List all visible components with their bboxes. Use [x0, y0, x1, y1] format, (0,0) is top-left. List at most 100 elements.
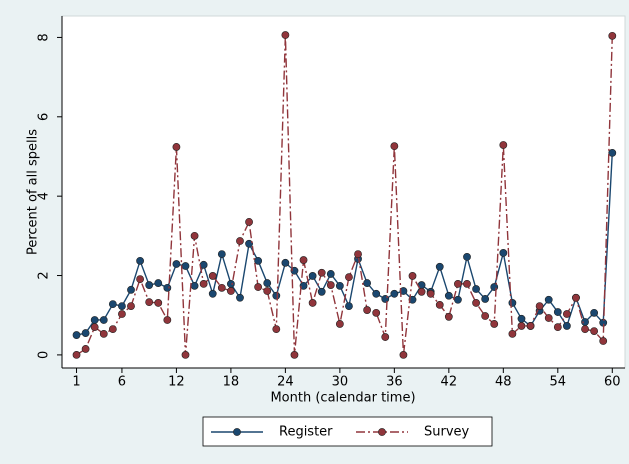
x-tick-label: 42 [441, 375, 458, 390]
point [345, 273, 353, 282]
point [345, 302, 353, 310]
point [181, 262, 190, 270]
point [163, 316, 172, 324]
point [526, 322, 535, 330]
point [308, 299, 317, 307]
point [172, 143, 181, 151]
x-tick-label: 54 [550, 375, 567, 390]
point [390, 142, 399, 151]
point [190, 281, 199, 290]
point [553, 323, 562, 332]
point [408, 295, 417, 304]
point [499, 249, 508, 257]
point [572, 293, 580, 302]
point [272, 291, 281, 300]
point [408, 272, 417, 280]
point [472, 299, 480, 307]
point [127, 285, 135, 294]
x-tick-label: 24 [277, 375, 294, 390]
point [217, 250, 226, 259]
point [217, 283, 226, 292]
point [154, 279, 163, 287]
point [108, 325, 117, 334]
point [354, 250, 362, 259]
point [81, 345, 90, 353]
x-axis-title: Month (calendar time) [270, 391, 415, 406]
point [254, 256, 263, 265]
point [363, 279, 372, 287]
legend-label: Survey [424, 425, 470, 440]
point [236, 237, 244, 245]
point [517, 314, 526, 323]
x-tick-label: 30 [332, 375, 349, 390]
point [290, 351, 299, 359]
point [363, 306, 372, 314]
point [544, 295, 553, 304]
point [490, 320, 499, 328]
point [335, 281, 344, 290]
x-tick-label: 6 [118, 375, 126, 390]
point [308, 272, 317, 280]
point [326, 281, 335, 289]
point [399, 287, 408, 295]
point [590, 327, 599, 335]
point [81, 329, 90, 337]
point [481, 295, 490, 303]
point [208, 289, 217, 298]
point [99, 316, 108, 324]
legend-marker [233, 428, 241, 436]
legend-marker [378, 428, 386, 436]
y-tick-label: 6 [37, 113, 52, 121]
point [399, 351, 408, 359]
point [562, 310, 571, 318]
point [108, 300, 117, 309]
point [163, 283, 172, 292]
x-tick-label: 18 [223, 375, 240, 390]
point [444, 312, 453, 321]
point [154, 299, 163, 307]
x-tick-label: 12 [168, 375, 185, 390]
x-tick-label: 48 [495, 375, 512, 390]
point [136, 256, 144, 265]
point [90, 316, 99, 324]
point [372, 289, 381, 298]
point [317, 287, 326, 296]
point [335, 320, 344, 328]
point [226, 287, 235, 295]
point [590, 308, 599, 317]
x-tick-label: 36 [386, 375, 403, 390]
series-line [76, 35, 613, 356]
point [544, 314, 553, 322]
point [190, 231, 199, 240]
point [463, 279, 471, 288]
point [481, 312, 490, 320]
point [208, 272, 217, 280]
point [599, 337, 608, 345]
point [272, 325, 281, 334]
y-tick-label: 2 [37, 271, 52, 279]
point [263, 279, 272, 287]
point [236, 293, 244, 302]
point [263, 287, 272, 295]
point [608, 149, 617, 157]
point [426, 289, 435, 298]
legend-label: Register [279, 425, 333, 440]
point [608, 31, 617, 40]
point [254, 283, 263, 291]
y-tick-label: 4 [37, 192, 52, 200]
point [72, 331, 81, 339]
point [454, 295, 462, 304]
point [226, 279, 235, 288]
point [372, 308, 381, 317]
point [499, 141, 508, 149]
point [326, 270, 335, 278]
point [390, 289, 399, 298]
point [535, 302, 544, 310]
point [444, 291, 453, 300]
point [118, 310, 126, 318]
plot-area [61, 15, 626, 369]
point [508, 329, 517, 338]
y-tick-label: 8 [37, 33, 52, 41]
point [299, 281, 308, 290]
